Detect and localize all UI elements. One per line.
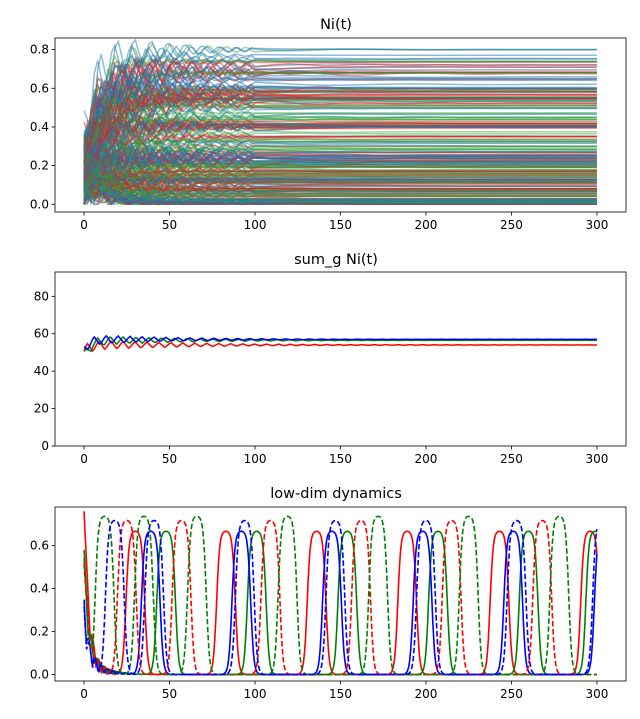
trajectory-line	[83, 57, 597, 149]
trajectory-line	[83, 45, 597, 138]
x-tick-label: 250	[500, 687, 523, 701]
y-tick-label: 0.6	[30, 81, 49, 95]
y-tick-label: 0.8	[30, 43, 49, 57]
x-tick-label: 50	[162, 687, 177, 701]
x-tick-label: 50	[162, 452, 177, 466]
trajectory-line	[83, 157, 597, 197]
sum-line-red	[83, 340, 597, 353]
trajectory-line	[83, 139, 597, 174]
y-tick-label: 0.0	[30, 197, 49, 211]
x-tick-label: 250	[500, 218, 523, 232]
trajectory-line	[83, 145, 597, 203]
x-tick-label: 300	[585, 218, 608, 232]
trajectory-line	[83, 135, 597, 199]
x-tick-label: 0	[80, 452, 88, 466]
trajectory-line	[83, 111, 597, 152]
trajectory-line	[83, 120, 597, 202]
trajectory-line	[83, 112, 597, 166]
y-tick-label: 0.0	[30, 668, 49, 682]
trajectory-line	[83, 173, 597, 191]
trajectory-line	[83, 140, 597, 153]
dynamics-line-green-solid	[83, 530, 598, 676]
dynamics-line-red-dashed	[83, 519, 597, 676]
trajectory-line	[83, 147, 597, 204]
x-tick-label: 100	[244, 452, 267, 466]
trajectory-line	[83, 103, 597, 149]
dynamics-line-blue-dashed	[83, 519, 598, 676]
axes-frame	[54, 271, 627, 447]
trajectory-line	[83, 156, 597, 192]
x-tick-label: 50	[162, 218, 177, 232]
subplot-title: Ni(t)	[320, 17, 352, 33]
trajectory-line	[83, 138, 597, 182]
trajectory-line	[83, 60, 597, 149]
subplot-ni-t: Ni(t) 0 50 100 150 200 250 300 0.0 0.2 0.4 0.6 0.8	[30, 17, 627, 232]
trajectory-line	[83, 174, 597, 187]
subplot-title: sum_g Ni(t)	[294, 252, 378, 268]
y-tick-label: 0.4	[30, 582, 49, 596]
trajectory-line	[83, 143, 597, 200]
x-tick-label: 150	[329, 452, 352, 466]
y-tick-label: 0.2	[30, 625, 49, 639]
x-tick-label: 250	[500, 452, 523, 466]
trajectory-line	[83, 77, 597, 183]
y-tick-label: 40	[34, 364, 49, 378]
trajectory-line	[83, 91, 597, 157]
y-tick-label: 0	[41, 439, 49, 453]
y-tick-label: 0.6	[30, 539, 49, 553]
trajectory-line	[83, 137, 597, 205]
sum-line-blue	[83, 334, 597, 351]
y-tick-label: 0.4	[30, 120, 49, 134]
subplot-title: low-dim dynamics	[270, 486, 402, 502]
trajectory-line	[83, 134, 597, 171]
x-tick-label: 100	[244, 687, 267, 701]
subplot-sum-ni: sum_g Ni(t) 0 50 100 150 200 250 300 0 20 40 60 80	[34, 252, 627, 466]
y-tick-label: 80	[34, 289, 49, 303]
trajectory-line	[83, 96, 597, 181]
x-tick-label: 200	[415, 687, 438, 701]
trajectory-line	[83, 170, 597, 199]
x-tick-label: 0	[80, 218, 88, 232]
trajectory-line	[83, 116, 597, 149]
y-tick-label: 0.2	[30, 159, 49, 173]
dynamics-line-green-dashed	[83, 515, 597, 676]
x-tick-label: 100	[244, 218, 267, 232]
x-tick-label: 200	[415, 452, 438, 466]
subplot-low-dim: low-dim dynamics 0 50 100 150 200 250 300 0.0 0.…	[30, 486, 627, 701]
y-tick-label: 60	[34, 327, 49, 341]
trajectory-line	[83, 151, 597, 177]
x-tick-label: 0	[80, 687, 88, 701]
y-tick-label: 20	[34, 402, 49, 416]
trajectory-line	[84, 171, 597, 206]
trajectory-line	[83, 107, 597, 204]
trajectory-line	[83, 155, 597, 185]
trajectory-line	[84, 138, 597, 172]
trajectory-line	[83, 151, 597, 197]
trajectory-line	[83, 129, 597, 170]
trajectory-line	[83, 163, 597, 188]
x-tick-label: 200	[415, 218, 438, 232]
trajectory-line	[83, 93, 597, 205]
trajectory-line	[83, 142, 597, 175]
x-tick-label: 150	[329, 687, 352, 701]
x-tick-label: 150	[329, 218, 352, 232]
x-tick-label: 300	[585, 687, 608, 701]
x-tick-label: 300	[585, 452, 608, 466]
